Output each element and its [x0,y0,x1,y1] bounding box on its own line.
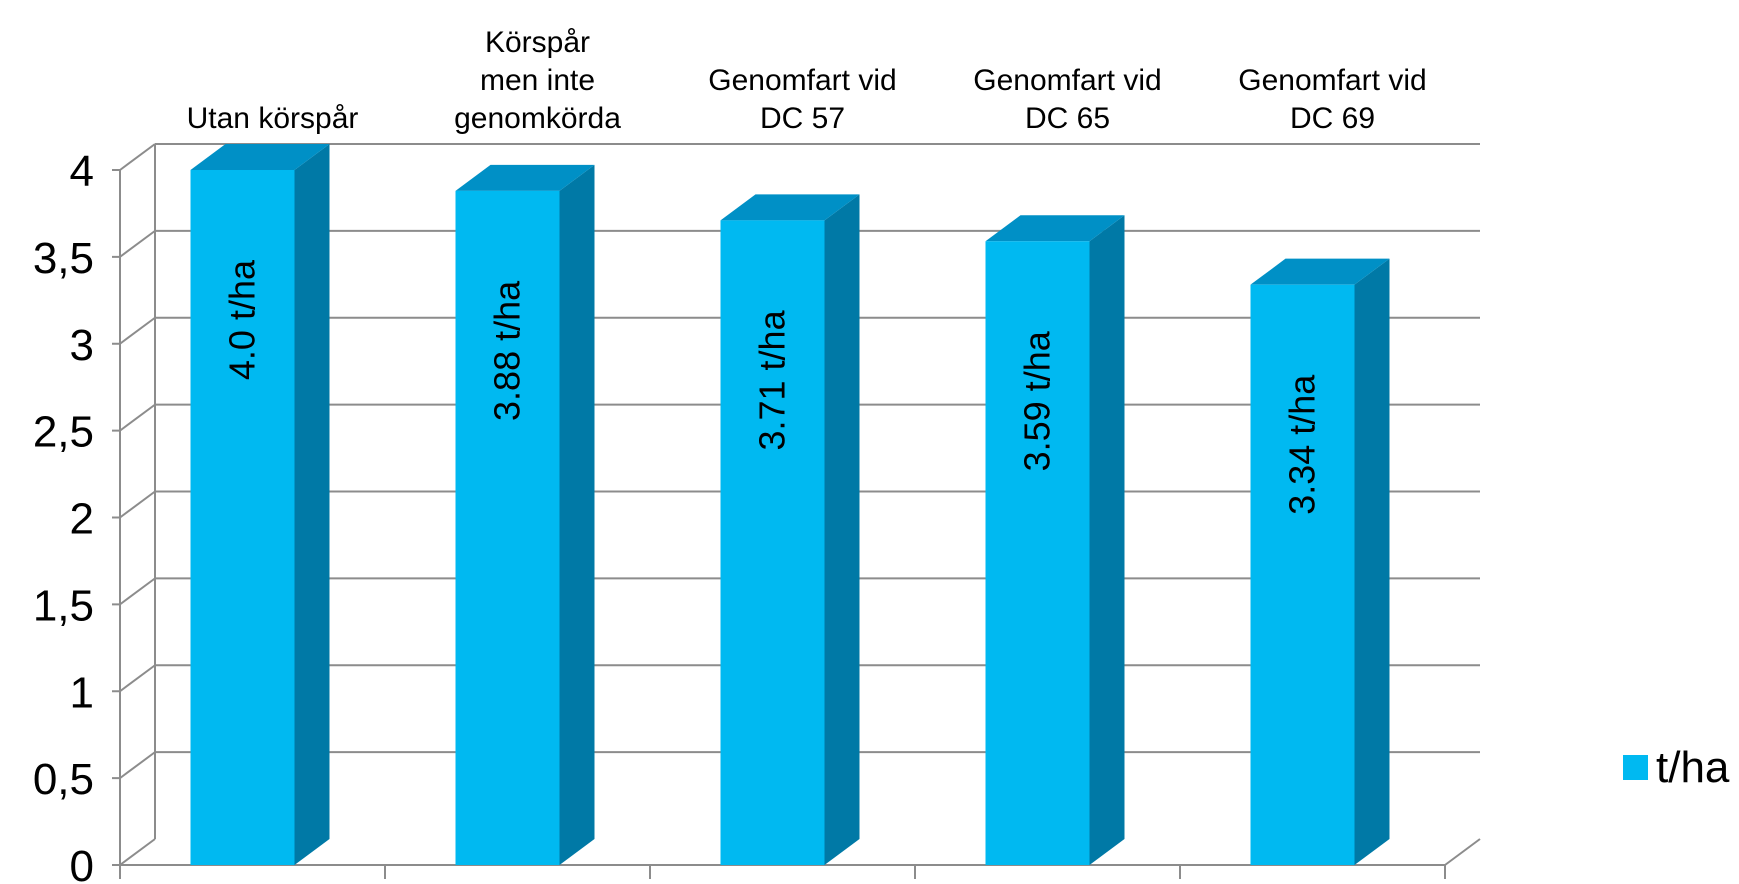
data-label: 3.59 t/ha [1017,330,1058,471]
bar-side [824,194,860,865]
bar: 3.71 t/ha [720,194,860,865]
gridline-wall-diagonal [119,838,156,866]
bar-top [720,194,860,221]
legend-swatch [1623,755,1648,780]
y-tick-label: 1,5 [33,581,94,630]
y-tick-label: 2,5 [33,408,94,457]
gridline-wall-diagonal [119,230,156,258]
legend: t/ha [1623,743,1730,792]
data-label: 3.71 t/ha [752,309,793,450]
category-label: Genomfart vid DC 57 [708,64,896,135]
legend-label: t/ha [1656,743,1730,792]
data-label: 3.88 t/ha [487,280,528,421]
data-label: 3.34 t/ha [1282,374,1323,515]
bar-front [190,170,295,865]
floor-right-edge [1444,838,1481,866]
gridline-wall-diagonal [119,490,156,519]
bars: 4.0 t/ha 3.88 t/ha 3.71 t/ha 3.59 t/ha 3.34 … [190,144,1390,866]
gridline-wall-diagonal [119,143,156,171]
bar: 3.88 t/ha [455,164,595,866]
bar-front [985,241,1090,866]
bar-side [559,164,595,866]
gridline-wall-diagonal [119,664,156,693]
bar-front [455,190,560,866]
y-tick-label: 0 [70,842,94,884]
y-tick-label: 3 [70,321,94,370]
category-label: Genomfart vid DC 65 [973,64,1161,135]
y-tick-labels: 0 0,5 1 1,5 2 2,5 3 3,5 4 [33,147,94,884]
bar-side [1354,258,1390,865]
y-tick-label: 4 [70,147,94,196]
bar-top [455,164,595,191]
x-tick-marks [119,865,1446,879]
y-tick-label: 2 [70,495,94,544]
gridline-wall-diagonal [119,577,156,606]
y-tick-label: 3,5 [33,234,94,283]
category-label: Körspår men inte genomkörda [454,26,621,135]
bar: 4.0 t/ha [190,144,330,865]
bar-front [720,220,825,865]
bar-top [985,215,1125,242]
bar: 3.59 t/ha [985,215,1125,866]
bar-side [1089,215,1125,866]
gridline-wall-diagonal [119,403,156,432]
bar-top [190,144,330,170]
bar-top [1250,258,1390,285]
category-label: Utan körspår [187,102,359,135]
bar: 3.34 t/ha [1250,258,1390,865]
gridline-wall-diagonal [119,751,156,779]
y-tick-label: 1 [70,668,94,717]
y-tick-label: 0,5 [33,755,94,804]
category-label: Genomfart vid DC 69 [1238,64,1426,135]
bar-side [294,144,330,865]
bar-front [1250,284,1355,865]
gridline-wall-diagonal [119,316,156,345]
data-label: 4.0 t/ha [222,259,263,380]
category-labels: Utan körspår Körspår men inte genomkörda Gen… [187,26,1427,135]
